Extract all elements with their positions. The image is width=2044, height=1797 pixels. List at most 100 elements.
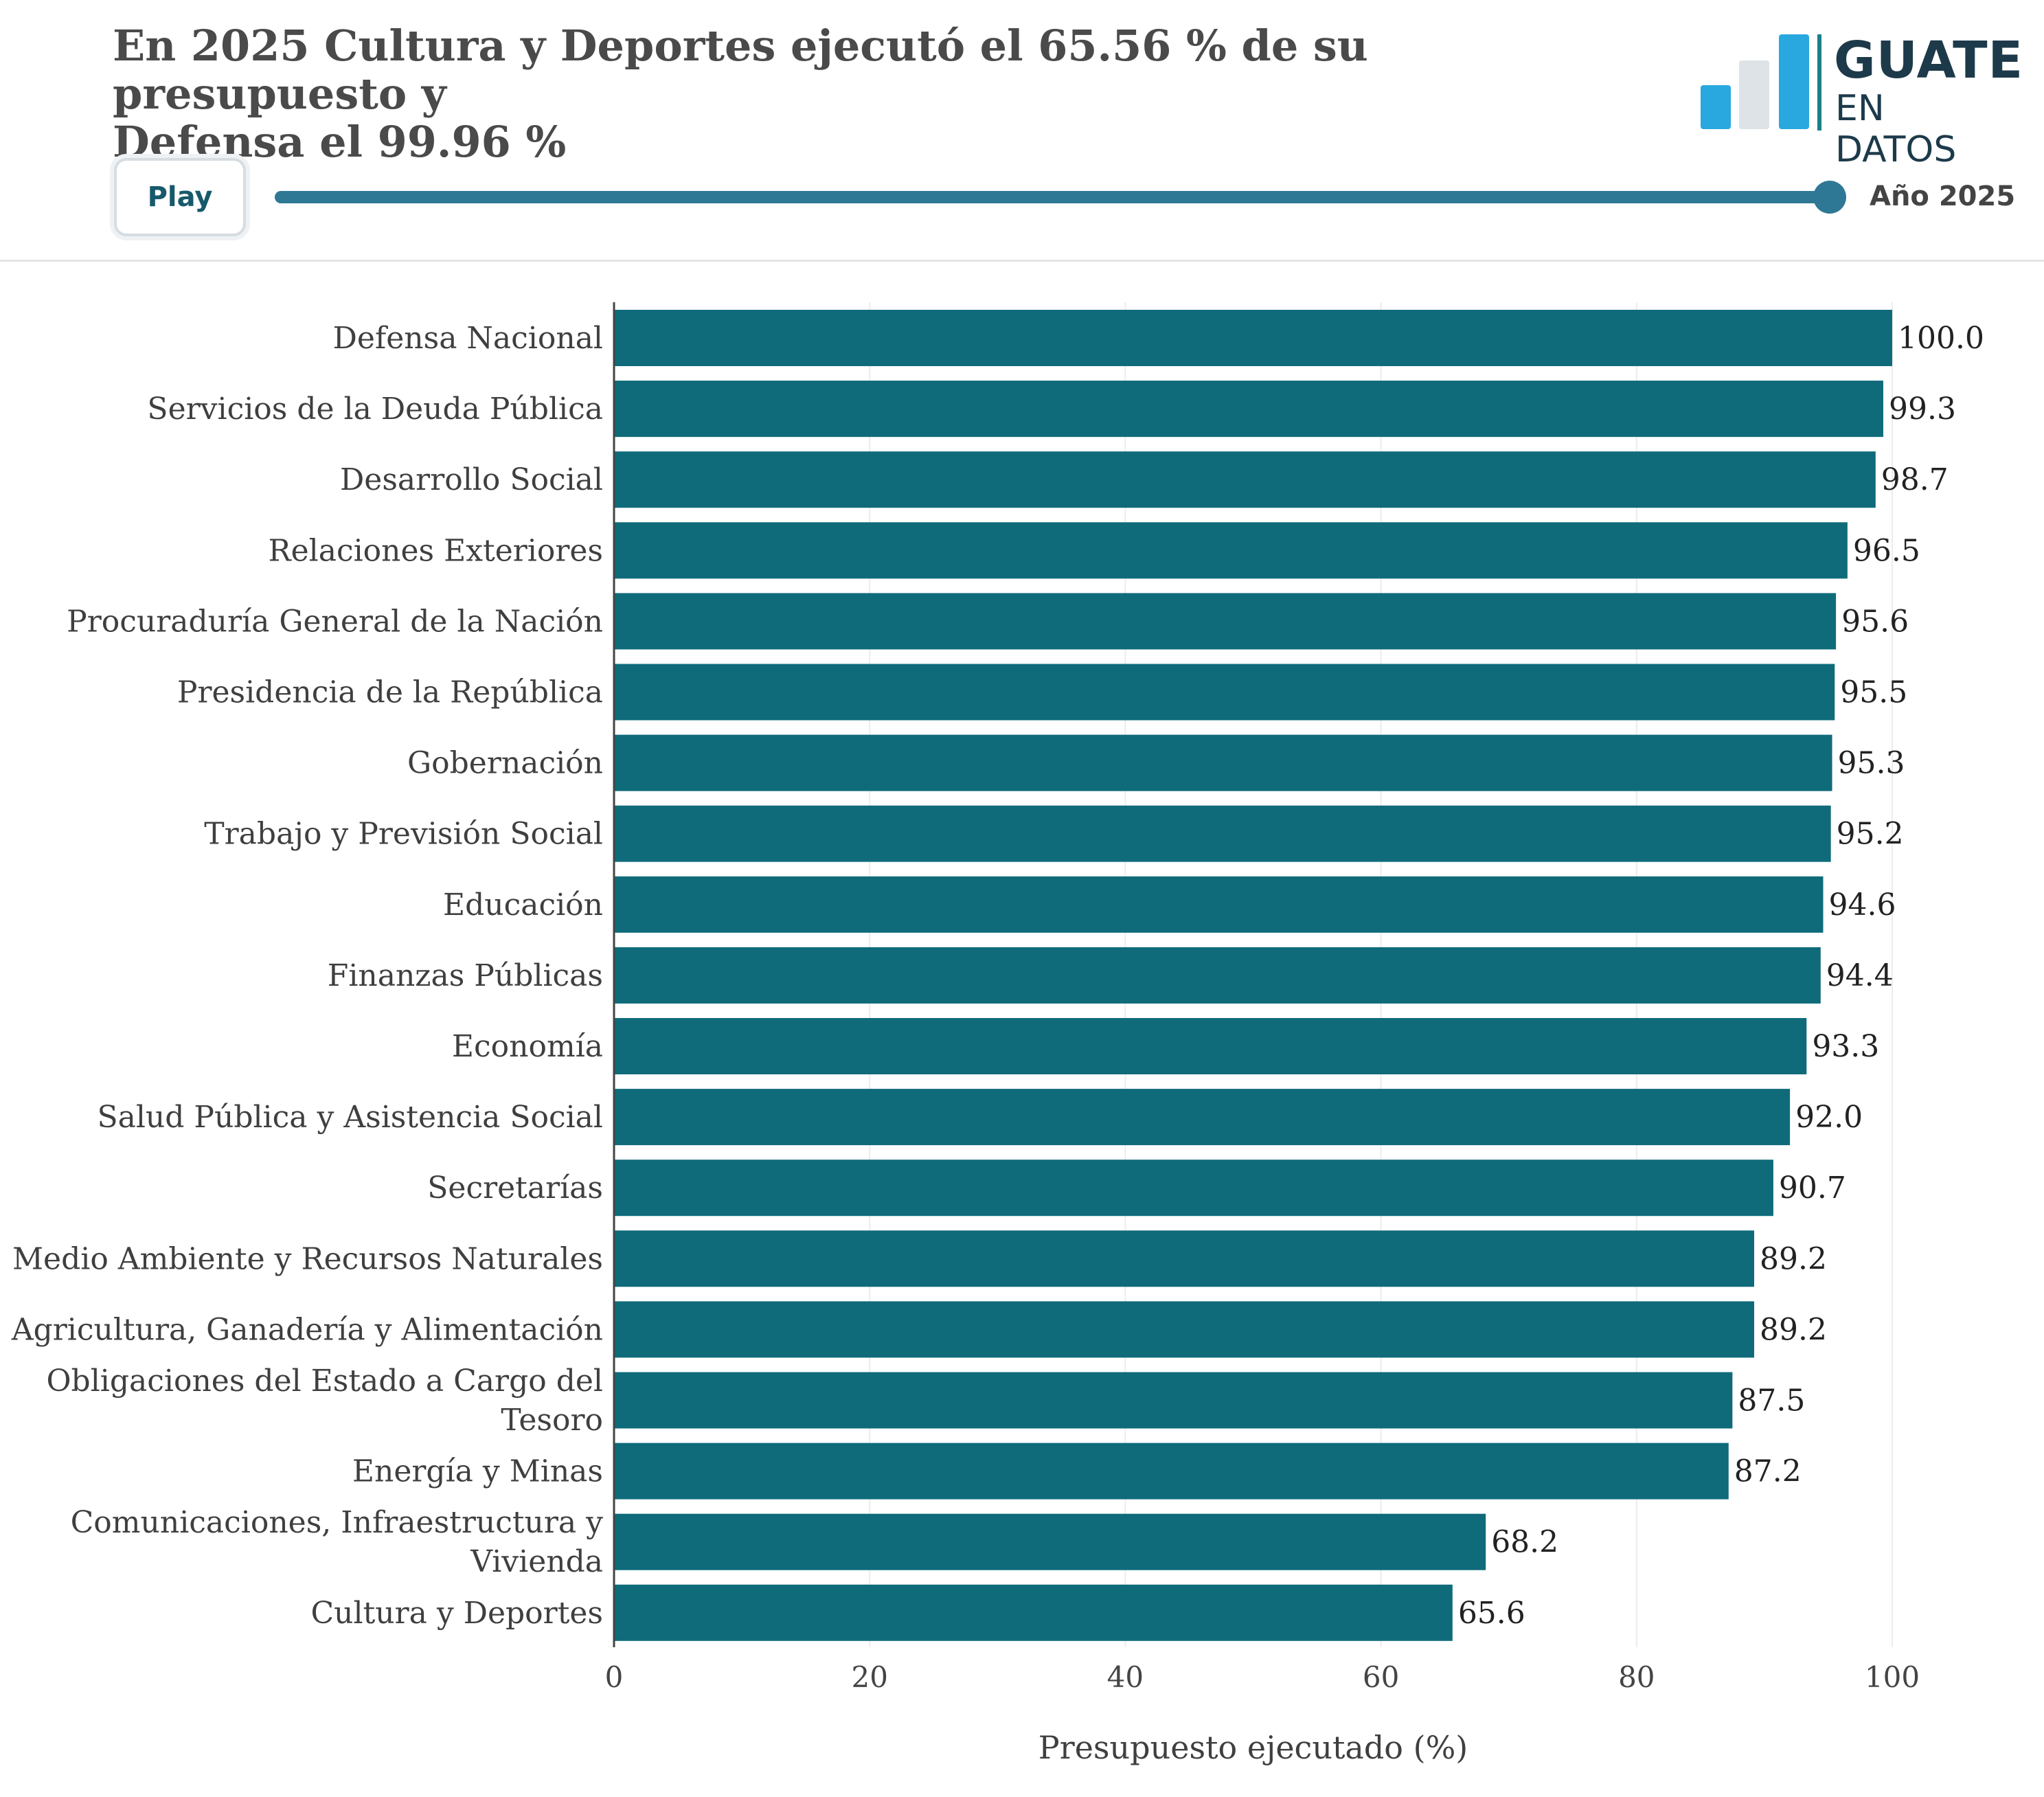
value-label: 93.3: [1812, 1029, 1879, 1064]
category-label: Cultura y Deportes: [311, 1596, 604, 1631]
bar: [614, 1230, 1755, 1287]
category-label: Desarrollo Social: [340, 462, 603, 497]
value-label: 94.4: [1826, 958, 1894, 993]
bar: [614, 1584, 1453, 1641]
x-axis-title: Presupuesto ejecutado (%): [1038, 1729, 1468, 1766]
bar: [614, 1513, 1486, 1570]
chart-title-line1: En 2025 Cultura y Deportes ejecutó el 65…: [113, 21, 1368, 119]
category-label: Agricultura, Ganadería y Alimentación: [11, 1312, 603, 1347]
category-label-line: Tesoro: [501, 1403, 603, 1438]
logo-separator: [1817, 34, 1821, 131]
bar: [614, 1160, 1773, 1217]
category-label-line: Salud Pública y Asistencia Social: [97, 1100, 603, 1135]
logo-bar-icon: [1779, 34, 1809, 129]
value-label: 95.6: [1841, 604, 1909, 639]
logo-text-line2: EN DATOS: [1835, 88, 1957, 170]
bar: [614, 876, 1824, 933]
category-label: Defensa Nacional: [333, 321, 603, 356]
category-label-line: Relaciones Exteriores: [268, 533, 603, 568]
value-label: 87.2: [1734, 1454, 1802, 1489]
category-label-line: Finanzas Públicas: [328, 958, 603, 993]
category-label: Medio Ambiente y Recursos Naturales: [12, 1241, 603, 1276]
logo-text-line1: GUATE: [1834, 31, 2024, 90]
value-label: 98.7: [1881, 462, 1949, 497]
x-tick-label: 80: [1618, 1660, 1655, 1694]
category-label: Presidencia de la República: [177, 675, 603, 710]
category-label-line: Presidencia de la República: [177, 675, 603, 710]
category-label: Educación: [443, 888, 603, 923]
x-tick-label: 100: [1865, 1660, 1920, 1694]
bar: [614, 1089, 1791, 1146]
logo-bar-icon: [1739, 60, 1769, 129]
play-button[interactable]: Play: [114, 158, 246, 236]
category-label: Secretarías: [427, 1171, 603, 1206]
year-label: Año 2025: [1870, 181, 2016, 212]
bar: [614, 1372, 1733, 1429]
value-label: 65.6: [1458, 1596, 1525, 1631]
bar: [614, 310, 1892, 366]
category-label-line: Cultura y Deportes: [311, 1596, 604, 1631]
value-label: 87.5: [1738, 1383, 1805, 1419]
category-label-line: Energía y Minas: [352, 1454, 603, 1489]
category-label-line: Agricultura, Ganadería y Alimentación: [11, 1312, 603, 1347]
x-tick-label: 0: [605, 1660, 624, 1694]
category-label: Salud Pública y Asistencia Social: [97, 1100, 603, 1135]
category-label: Trabajo y Previsión Social: [204, 817, 603, 852]
bar: [614, 593, 1837, 650]
bar: [614, 1443, 1729, 1500]
value-label: 95.5: [1840, 675, 1907, 710]
value-label: 90.7: [1779, 1171, 1846, 1206]
value-label: 68.2: [1491, 1525, 1558, 1560]
category-label-line: Vivienda: [470, 1544, 603, 1579]
bar: [614, 805, 1831, 862]
year-slider[interactable]: [275, 181, 1846, 214]
x-tick-label: 20: [851, 1660, 887, 1694]
value-label: 95.2: [1837, 817, 1904, 852]
x-tick-label: 60: [1363, 1660, 1399, 1694]
category-label: Finanzas Públicas: [328, 958, 603, 993]
bar: [614, 947, 1821, 1004]
year-slider-fill: [275, 191, 1830, 203]
category-label: Economía: [452, 1029, 603, 1064]
value-label: 96.5: [1853, 533, 1920, 568]
category-label-line: Defensa Nacional: [333, 321, 603, 356]
value-label: 89.2: [1760, 1241, 1827, 1276]
logo-bar-icon: [1701, 85, 1731, 129]
header-divider: [0, 260, 2044, 262]
bar: [614, 522, 1848, 579]
bar: [614, 1018, 1807, 1074]
category-label: Relaciones Exteriores: [268, 533, 603, 568]
category-label-line: Medio Ambiente y Recursos Naturales: [12, 1241, 603, 1276]
value-label: 95.3: [1838, 746, 1905, 781]
category-label-line: Educación: [443, 888, 603, 923]
value-label: 89.2: [1760, 1312, 1827, 1347]
category-label-line: Desarrollo Social: [340, 462, 603, 497]
bar: [614, 451, 1876, 508]
bar: [614, 664, 1835, 721]
category-label-line: Servicios de la Deuda Pública: [147, 392, 603, 427]
guate-en-datos-logo: GUATE EN DATOS: [1696, 27, 2023, 170]
category-label: Energía y Minas: [352, 1454, 603, 1489]
value-label: 94.6: [1829, 888, 1896, 923]
value-label: 92.0: [1795, 1100, 1863, 1135]
category-label-line: Secretarías: [427, 1171, 603, 1206]
value-label: 99.3: [1889, 392, 1956, 427]
category-label: Gobernación: [407, 746, 603, 781]
category-label-line: Comunicaciones, Infraestructura y: [71, 1505, 603, 1540]
category-label-line: Gobernación: [407, 746, 603, 781]
category-label-line: Trabajo y Previsión Social: [204, 817, 603, 852]
value-label: 100.0: [1898, 321, 1984, 356]
category-label-line: Obligaciones del Estado a Cargo del: [46, 1364, 603, 1399]
chart-title: En 2025 Cultura y Deportes ejecutó el 65…: [113, 22, 1576, 166]
x-tick-label: 40: [1107, 1660, 1144, 1694]
bar: [614, 734, 1832, 791]
year-slider-thumb[interactable]: [1813, 181, 1846, 214]
category-label: Obligaciones del Estado a Cargo del Tesor…: [46, 1364, 603, 1438]
bar: [614, 381, 1883, 438]
category-label-line: Economía: [452, 1029, 603, 1064]
category-label: Comunicaciones, Infraestructura y Viviend…: [71, 1505, 603, 1579]
bar: [614, 1301, 1755, 1358]
category-label-line: Procuraduría General de la Nación: [67, 604, 603, 639]
chart-title-line2: Defensa el 99.96 %: [113, 117, 567, 167]
